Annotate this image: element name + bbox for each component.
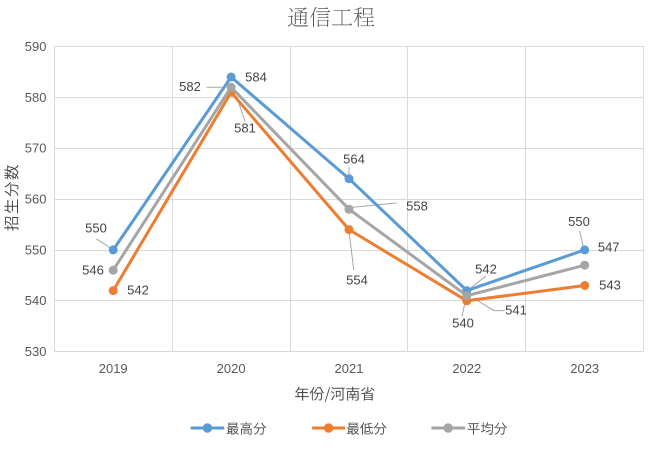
- svg-text:2022: 2022: [452, 361, 481, 376]
- svg-text:550: 550: [568, 214, 590, 229]
- svg-text:584: 584: [245, 70, 267, 85]
- svg-text:2020: 2020: [217, 361, 246, 376]
- svg-text:580: 580: [25, 90, 47, 105]
- svg-text:542: 542: [127, 283, 149, 298]
- svg-text:564: 564: [343, 152, 365, 167]
- svg-text:540: 540: [452, 316, 474, 331]
- svg-text:546: 546: [82, 263, 104, 278]
- svg-text:540: 540: [25, 293, 47, 308]
- svg-text:550: 550: [85, 221, 107, 236]
- svg-text:554: 554: [346, 273, 368, 288]
- svg-text:543: 543: [599, 278, 621, 293]
- svg-text:570: 570: [25, 141, 47, 156]
- svg-text:558: 558: [406, 199, 428, 214]
- svg-text:581: 581: [234, 121, 256, 136]
- svg-text:590: 590: [25, 39, 47, 54]
- svg-text:550: 550: [25, 242, 47, 257]
- svg-text:2019: 2019: [99, 361, 128, 376]
- svg-text:542: 542: [475, 262, 497, 277]
- svg-text:541: 541: [505, 303, 527, 318]
- svg-text:547: 547: [598, 240, 620, 255]
- svg-text:530: 530: [25, 344, 47, 359]
- svg-text:560: 560: [25, 192, 47, 207]
- svg-text:2023: 2023: [570, 361, 599, 376]
- svg-text:582: 582: [179, 79, 201, 94]
- svg-text:2021: 2021: [335, 361, 364, 376]
